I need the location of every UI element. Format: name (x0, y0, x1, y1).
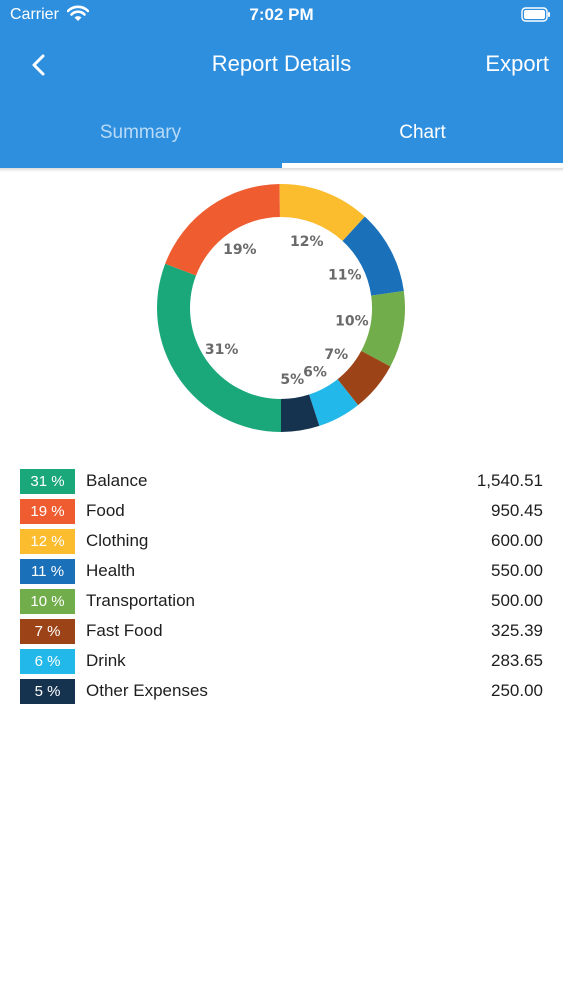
slice-other-expenses (281, 394, 320, 432)
slice-food (165, 184, 280, 276)
slice-label-balance: 31% (205, 342, 239, 358)
category-name: Transportation (86, 591, 195, 610)
slice-drink (309, 379, 359, 426)
category-amount: 250.00 (491, 681, 543, 700)
chevron-left-icon (32, 54, 45, 76)
percent-badge: 6 % (20, 649, 75, 674)
slice-transportation (361, 291, 405, 367)
tab-chart[interactable]: Chart (399, 122, 446, 143)
legend-list: 31 % Balance 1,540.51 19 % Food 950.45 12 % Clo… (20, 467, 543, 707)
export-button[interactable]: Export (485, 51, 549, 76)
legend-row: 10 % Transportation 500.00 (20, 587, 543, 617)
back-button[interactable] (22, 50, 56, 80)
category-amount: 600.00 (491, 531, 543, 550)
legend-row: 6 % Drink 283.65 (20, 647, 543, 677)
category-name: Food (86, 501, 125, 520)
slice-label-health: 11% (328, 268, 362, 284)
clock: 7:02 PM (249, 5, 314, 24)
percent-badge: 19 % (20, 499, 75, 524)
tab-summary[interactable]: Summary (99, 122, 182, 143)
category-amount: 283.65 (491, 651, 543, 670)
slice-clothing (279, 184, 365, 241)
category-amount: 1,540.51 (476, 471, 543, 490)
legend-row: 7 % Fast Food 325.39 (20, 617, 543, 647)
legend-row: 19 % Food 950.45 (20, 497, 543, 527)
selected-tab-indicator (282, 163, 563, 168)
slice-label-clothing: 12% (290, 234, 324, 250)
percent-badge: 10 % (20, 589, 75, 614)
battery-icon (521, 7, 551, 27)
category-amount: 325.39 (491, 621, 543, 640)
header-shadow (0, 168, 563, 172)
slice-label-other-expenses: 5% (280, 372, 304, 388)
category-name: Health (86, 561, 136, 580)
slice-label-drink: 6% (303, 364, 327, 380)
category-name: Fast Food (86, 621, 163, 640)
carrier-label: Carrier (10, 6, 59, 23)
app-header: Carrier 7:02 PM Report Details Export (0, 0, 563, 168)
legend-row: 31 % Balance 1,540.51 (20, 467, 543, 497)
percent-badge: 7 % (20, 619, 75, 644)
tab-bar: Summary Chart (0, 108, 563, 168)
category-name: Clothing (86, 531, 149, 550)
category-name: Other Expenses (86, 681, 208, 700)
slice-label-food: 19% (223, 242, 257, 258)
wifi-icon (66, 5, 90, 28)
slice-label-fast-food: 7% (324, 347, 348, 363)
category-amount: 500.00 (491, 591, 543, 610)
category-name: Balance (86, 471, 148, 490)
category-amount: 950.45 (491, 501, 543, 520)
slice-balance (156, 263, 281, 432)
percent-badge: 11 % (20, 559, 75, 584)
status-bar: Carrier 7:02 PM (0, 0, 563, 30)
category-name: Drink (86, 651, 126, 670)
slice-fast-food (337, 350, 391, 406)
donut-chart: 31% 19% 12% 11% 10% 7%6%5% (156, 184, 405, 432)
legend-row: 12 % Clothing 600.00 (20, 527, 543, 557)
legend-row: 11 % Health 550.00 (20, 557, 543, 587)
percent-badge: 12 % (20, 529, 75, 554)
slice-health (342, 216, 404, 296)
navigation-bar: Report Details Export (0, 40, 563, 90)
percent-badge: 31 % (20, 469, 75, 494)
percent-badge: 5 % (20, 679, 75, 704)
category-amount: 550.00 (491, 561, 543, 580)
page-title: Report Details (211, 51, 352, 76)
slice-label-transportation: 10% (335, 314, 369, 330)
legend-row: 5 % Other Expenses 250.00 (20, 677, 543, 707)
